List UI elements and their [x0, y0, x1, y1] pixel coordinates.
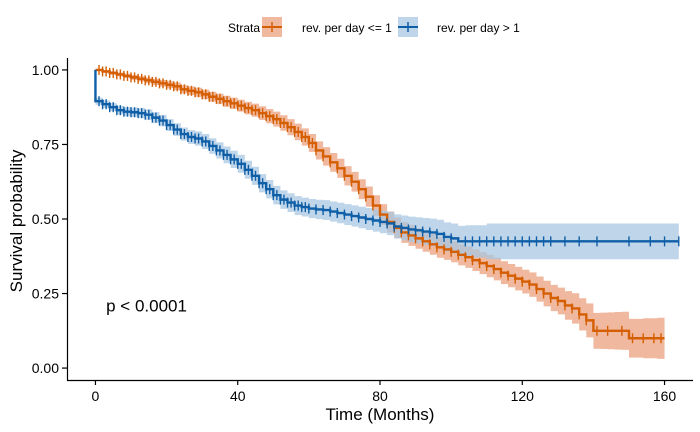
survival-curve-rev-per-day-le-1	[95, 68, 665, 340]
y-axis-title: Survival probability	[7, 149, 26, 292]
y-tick-label: 0.50	[32, 211, 59, 227]
x-tick-label: 80	[372, 388, 388, 404]
y-tick-label: 0.00	[32, 360, 59, 376]
x-ticks: 0 40 80 120 160	[92, 380, 677, 404]
x-tick-label: 160	[653, 388, 677, 404]
p-value-annotation: p < 0.0001	[106, 296, 187, 315]
legend-key-rev-gt-1	[398, 17, 418, 37]
x-axis-title: Time (Months)	[326, 405, 435, 424]
y-tick-label: 0.75	[32, 136, 59, 152]
legend-label-rev-gt-1: rev. per day > 1	[437, 21, 520, 35]
y-tick-label: 0.25	[32, 286, 59, 302]
x-tick-label: 40	[230, 388, 246, 404]
x-tick-label: 120	[511, 388, 535, 404]
y-ticks: 0.00 0.25 0.50 0.75 1.00	[32, 62, 67, 376]
legend: Strata rev. per day <= 1 rev. per day > …	[228, 17, 520, 37]
y-tick-label: 1.00	[32, 62, 59, 78]
legend-key-rev-le-1	[262, 17, 282, 37]
legend-title: Strata	[228, 21, 260, 35]
censor-marks	[98, 64, 680, 344]
legend-label-rev-le-1: rev. per day <= 1	[302, 21, 392, 35]
x-tick-label: 0	[92, 388, 100, 404]
confidence-band-rev-per-day-gt-1	[95, 69, 679, 260]
